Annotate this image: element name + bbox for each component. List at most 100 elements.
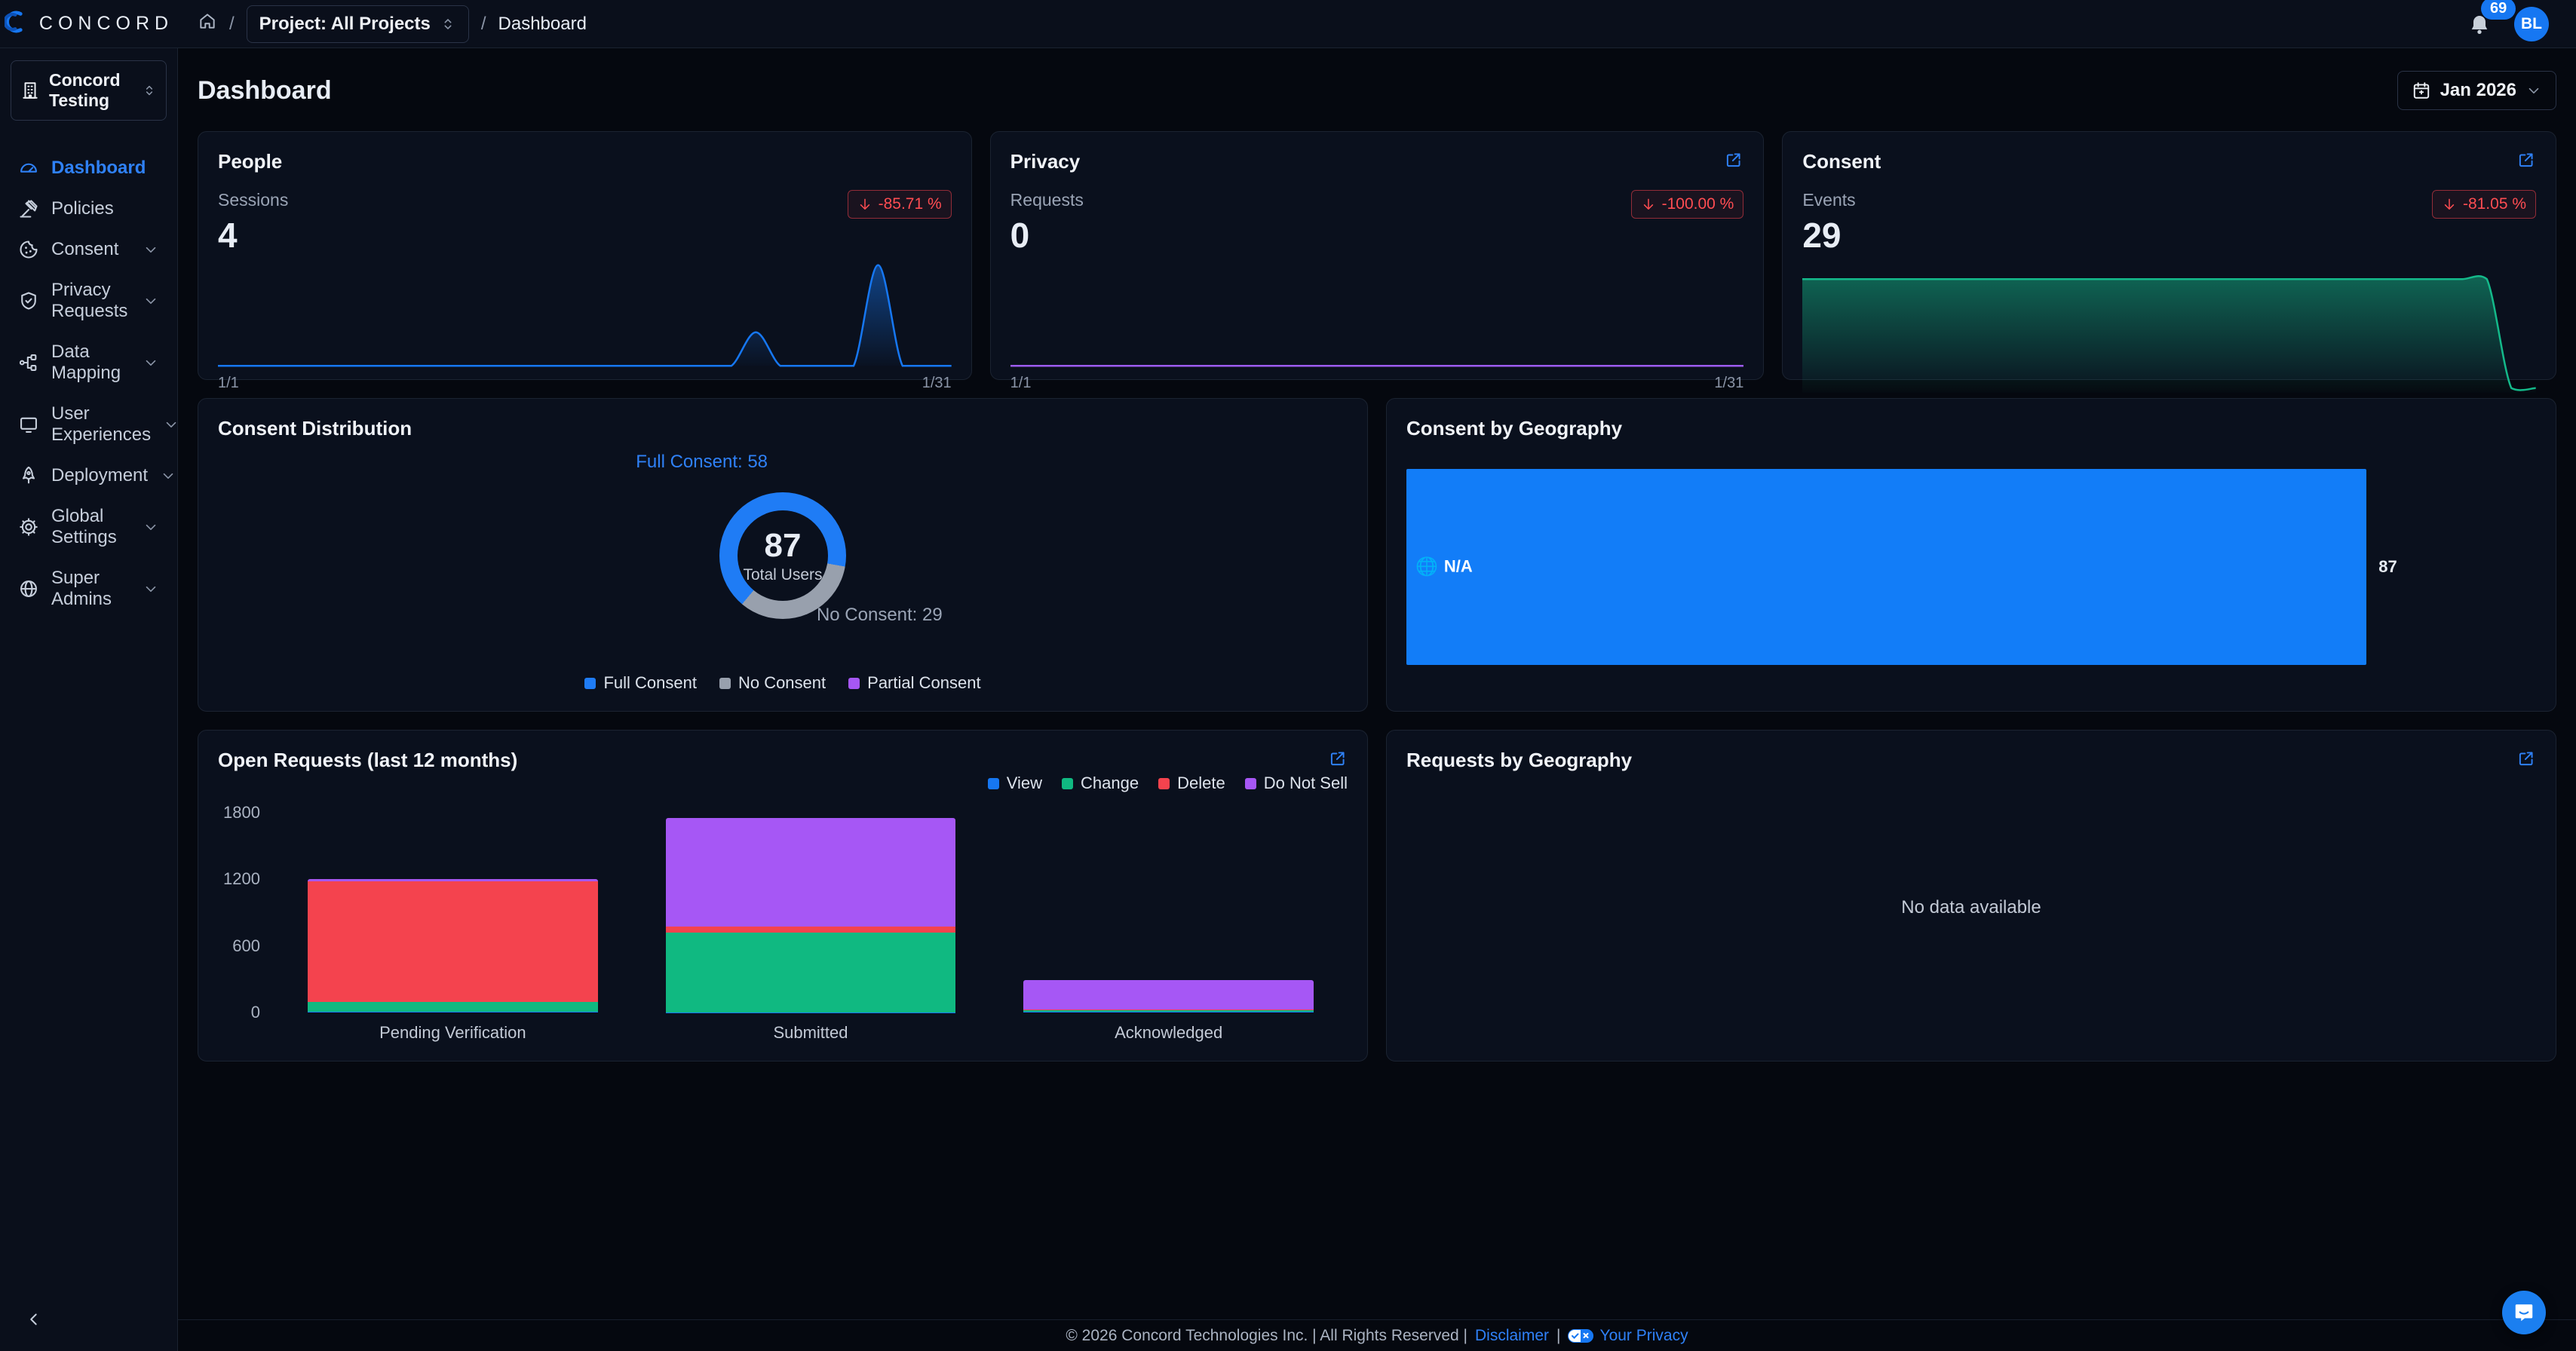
brand-logo: CONCORD xyxy=(0,9,178,38)
chevron-left-icon xyxy=(30,1313,37,1325)
legend-item[interactable]: Change xyxy=(1062,774,1139,793)
full-consent-callout: Full Consent: 58 xyxy=(636,451,768,472)
external-link-icon[interactable] xyxy=(2516,150,2536,173)
category-label: Pending Verification xyxy=(379,1023,526,1042)
geography-bar[interactable]: 🌐 N/A xyxy=(1406,468,2367,665)
metric-value: 4 xyxy=(218,216,238,255)
card-title: People xyxy=(218,150,283,173)
sidebar-item-label: Consent xyxy=(51,239,119,259)
chevron-down-icon xyxy=(146,524,156,531)
nodes-icon xyxy=(19,354,37,371)
legend-swatch xyxy=(1062,777,1074,789)
privacy-requests-sparkline xyxy=(1010,256,1744,369)
sidebar-item-privacy-requests[interactable]: Privacy Requests xyxy=(11,273,167,329)
home-icon[interactable] xyxy=(198,11,217,36)
bell-icon xyxy=(2471,16,2488,34)
sidebar-item-label: Policies xyxy=(51,198,114,219)
sidebar-item-user-experiences[interactable]: User Experiences xyxy=(11,397,176,452)
sidebar-collapse-button[interactable] xyxy=(11,1305,167,1337)
main-area: Dashboard Jan 2026 People Sessions xyxy=(178,48,2576,1351)
workspace-selector[interactable]: Concord Testing xyxy=(11,60,167,121)
your-privacy-link[interactable]: Your Privacy xyxy=(1568,1327,1688,1345)
consent-by-geography-card: Consent by Geography 🌐 N/A 87 xyxy=(1386,398,2556,712)
no-consent-callout: No Consent: 29 xyxy=(816,605,943,626)
globe-emoji-icon: 🌐 xyxy=(1415,556,1438,577)
sidebar-item-label: Data Mapping xyxy=(51,342,121,383)
y-tick-label: 0 xyxy=(250,1003,260,1022)
sidebar-item-label: Global Settings xyxy=(51,506,117,547)
card-title: Consent Distribution xyxy=(218,417,412,440)
card-title: Consent xyxy=(1802,150,1881,173)
cookie-icon xyxy=(20,240,38,259)
legend-swatch xyxy=(719,677,731,689)
external-link-icon[interactable] xyxy=(2516,749,2536,772)
chevron-down-icon xyxy=(146,298,156,305)
legend-item[interactable]: Full Consent xyxy=(584,673,697,693)
arrow-down-icon xyxy=(860,198,869,210)
total-users-value: 87 xyxy=(764,527,802,565)
chevron-down-icon xyxy=(146,360,156,366)
sidebar-item-data-mapping[interactable]: Data Mapping xyxy=(11,335,167,391)
bar-pending-verification[interactable] xyxy=(308,813,598,1012)
metric-label: Requests xyxy=(1010,190,1084,210)
breadcrumb-separator: / xyxy=(229,13,235,34)
sidebar-item-consent[interactable]: Consent xyxy=(11,232,167,267)
sidebar-item-super-admins[interactable]: Super Admins xyxy=(11,561,167,617)
empty-state: No data available xyxy=(1901,896,2041,918)
sidebar-nav: Dashboard Policies Consent Privacy Reque… xyxy=(11,151,176,617)
bar-acknowledged[interactable] xyxy=(1023,813,1314,1012)
consent-distribution-card: Consent Distribution Full Consent: 58 87… xyxy=(198,398,1368,712)
notification-count-badge: 69 xyxy=(2481,0,2516,20)
metric-value: 29 xyxy=(1802,216,1842,255)
bar-plot xyxy=(274,813,1348,1012)
open-requests-card: Open Requests (last 12 months) View Chan… xyxy=(198,730,1368,1062)
delta-badge: -85.71 % xyxy=(847,190,952,219)
consent-distribution-legend: Full Consent No Consent Partial Consent xyxy=(218,673,1348,693)
x-axis-start: 1/1 xyxy=(218,375,239,391)
sidebar-item-global-settings[interactable]: Global Settings xyxy=(11,499,167,555)
sidebar-item-label: Privacy Requests xyxy=(51,280,128,321)
donut-chart: 87 Total Users xyxy=(719,492,846,620)
external-link-icon[interactable] xyxy=(1724,150,1743,173)
y-tick-label: 1800 xyxy=(223,803,260,822)
breadcrumb-current: Dashboard xyxy=(498,13,587,34)
project-selector-label: Project: All Projects xyxy=(259,13,431,34)
privacy-options-icon xyxy=(1568,1328,1594,1343)
geography-bar-value: 87 xyxy=(2378,556,2397,576)
requests-by-geography-card: Requests by Geography No data available xyxy=(1386,730,2556,1062)
period-label: Jan 2026 xyxy=(2440,80,2516,100)
project-selector[interactable]: Project: All Projects xyxy=(246,5,469,43)
notifications-button[interactable]: 69 xyxy=(2467,0,2516,41)
period-selector[interactable]: Jan 2026 xyxy=(2397,71,2556,110)
legend-item[interactable]: Do Not Sell xyxy=(1244,774,1348,793)
people-card: People Sessions 4 -85.71 % xyxy=(198,131,972,391)
legend-swatch xyxy=(1158,777,1170,789)
legend-item[interactable]: View xyxy=(987,774,1042,793)
bar-submitted[interactable] xyxy=(665,813,956,1012)
avatar[interactable]: BL xyxy=(2514,6,2549,41)
x-axis-end: 1/31 xyxy=(1714,375,1744,391)
sidebar-item-deployment[interactable]: Deployment xyxy=(11,458,173,493)
sidebar-item-label: Deployment xyxy=(51,465,149,486)
geography-bar-label: N/A xyxy=(1443,556,1473,576)
legend-item[interactable]: Delete xyxy=(1158,774,1225,793)
disclaimer-link[interactable]: Disclaimer xyxy=(1475,1326,1550,1344)
total-users-label: Total Users xyxy=(743,566,823,584)
external-link-icon[interactable] xyxy=(1328,749,1348,772)
up-down-chevron-icon xyxy=(444,18,452,29)
sidebar-item-policies[interactable]: Policies xyxy=(11,191,167,226)
sidebar-item-dashboard[interactable]: Dashboard xyxy=(11,151,167,185)
category-label: Acknowledged xyxy=(1115,1023,1223,1042)
gear-icon xyxy=(20,518,38,536)
chevron-down-icon xyxy=(146,247,156,253)
consent-geography-chart: 🌐 N/A 87 xyxy=(1406,440,2536,693)
legend-item[interactable]: No Consent xyxy=(719,673,826,693)
open-requests-legend: View Change Delete Do Not Sell xyxy=(218,774,1348,793)
top-bar: CONCORD / Project: All Projects / Dashbo… xyxy=(0,0,2576,48)
legend-item[interactable]: Partial Consent xyxy=(848,673,981,693)
category-label: Submitted xyxy=(773,1023,848,1042)
metric-label: Sessions xyxy=(218,190,289,210)
chat-launcher[interactable] xyxy=(2502,1291,2546,1334)
delta-badge: -100.00 % xyxy=(1630,190,1744,219)
